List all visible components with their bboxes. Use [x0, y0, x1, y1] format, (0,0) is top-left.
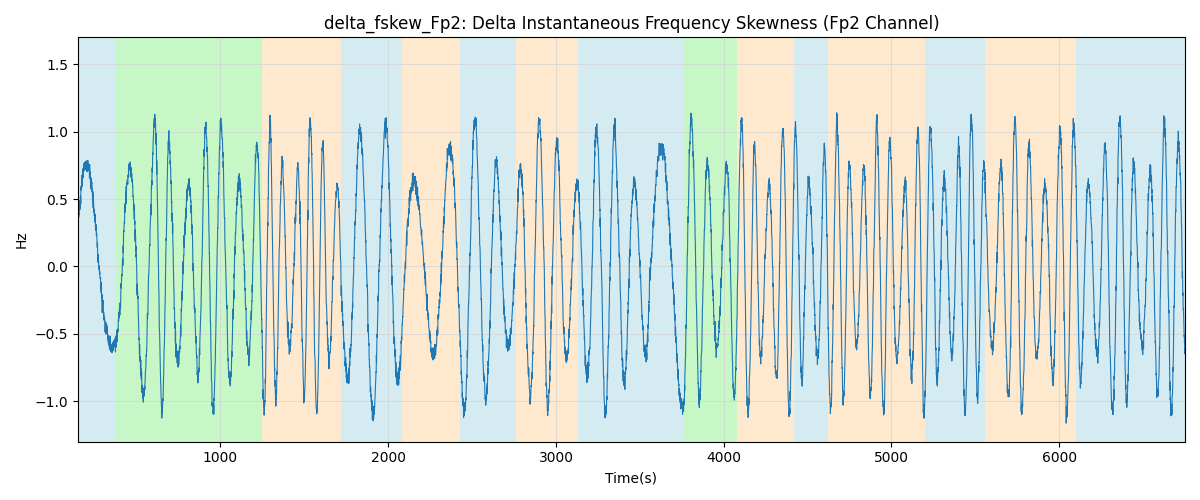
Bar: [737, 38, 794, 442]
Bar: [341, 38, 402, 442]
Bar: [794, 38, 828, 442]
Bar: [115, 38, 263, 442]
Bar: [516, 38, 577, 442]
Y-axis label: Hz: Hz: [14, 230, 29, 248]
Title: delta_fskew_Fp2: Delta Instantaneous Frequency Skewness (Fp2 Channel): delta_fskew_Fp2: Delta Instantaneous Fre…: [324, 15, 940, 34]
Bar: [78, 38, 115, 442]
X-axis label: Time(s): Time(s): [606, 471, 658, 485]
Bar: [985, 38, 1076, 442]
Bar: [577, 38, 650, 442]
Bar: [402, 38, 461, 442]
Bar: [1076, 38, 1186, 442]
Bar: [828, 38, 925, 442]
Bar: [684, 38, 737, 442]
Bar: [461, 38, 516, 442]
Bar: [263, 38, 341, 442]
Bar: [650, 38, 684, 442]
Bar: [925, 38, 985, 442]
